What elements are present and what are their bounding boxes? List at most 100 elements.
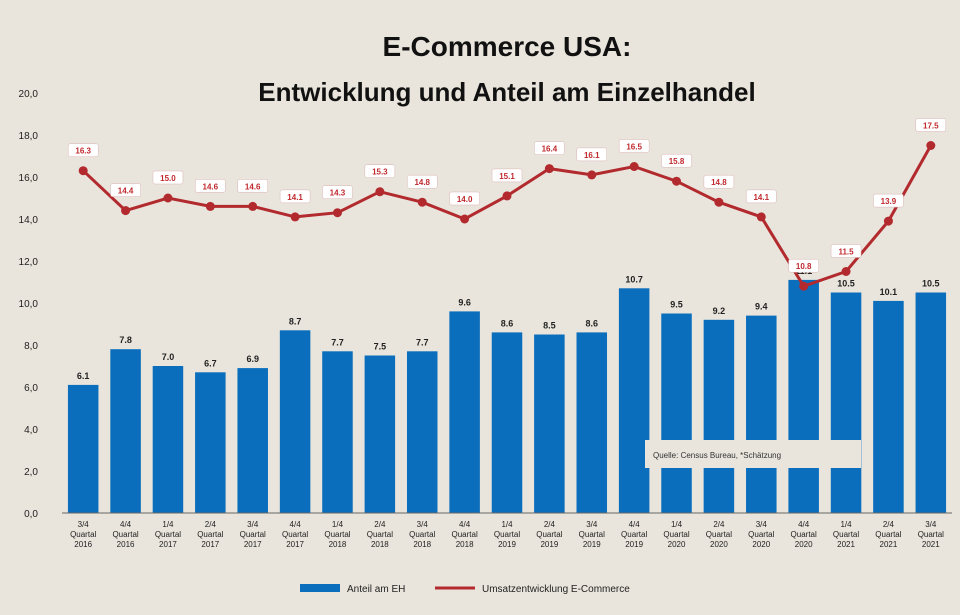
line-point: [163, 193, 173, 203]
line-point: [290, 212, 300, 222]
x-tick-line: Quartal: [621, 530, 647, 539]
x-tick-line: 2020: [668, 540, 686, 549]
bar: [322, 351, 353, 513]
bar-value-label: 8.5: [543, 321, 556, 331]
x-tick-label: 3/4 Quartal 2019: [579, 520, 605, 549]
x-tick-line: 4/4: [459, 520, 471, 529]
bar-value-label: 6.1: [77, 371, 90, 381]
x-tick-line: 2018: [456, 540, 474, 549]
bar: [449, 311, 480, 513]
x-tick-line: 4/4: [798, 520, 810, 529]
bar: [576, 332, 608, 513]
x-tick-line: Quartal: [409, 530, 435, 539]
bar-value-label: 7.0: [162, 352, 175, 362]
line-point: [714, 197, 724, 207]
x-tick-line: 2017: [244, 540, 262, 549]
bar-value-label: 9.5: [670, 300, 683, 310]
x-tick-label: 3/4 Quartal 2016: [70, 520, 96, 549]
x-tick-line: 2019: [540, 540, 558, 549]
line-point: [883, 216, 893, 226]
x-tick-line: 4/4: [629, 520, 641, 529]
x-tick-label: 1/4 Quartal 2020: [663, 520, 689, 549]
y-axis: 0,0 2,0 4,0 6,0 8,0 10,0 12,0 14,0 16,0 18,0 20,0: [19, 89, 39, 520]
x-tick-line: Quartal: [833, 530, 859, 539]
x-tick-label: 1/4 Quartal 2017: [155, 520, 181, 549]
line-label-box: [915, 118, 947, 132]
chart-title: E-Commerce USA:: [383, 31, 632, 62]
line-label-box: [406, 174, 438, 189]
bar: [406, 351, 438, 513]
x-tick-line: 1/4: [501, 520, 513, 529]
line-value-label: 14.1: [287, 193, 303, 202]
bar-value-label: 8.6: [501, 318, 514, 328]
x-tick-label: 4/4 Quartal 2020: [791, 520, 817, 549]
line-value-label: 15.0: [160, 174, 176, 183]
x-tick-line: 2019: [498, 540, 516, 549]
x-tick-line: Quartal: [494, 530, 520, 539]
line-label-box: [534, 141, 565, 155]
x-tick-label: 1/4 Quartal 2018: [324, 520, 350, 549]
x-tick-line: Quartal: [155, 530, 181, 539]
line-value-label: 14.8: [414, 178, 430, 187]
line-point: [417, 197, 427, 207]
line-point: [121, 206, 131, 216]
x-tick-line: 2/4: [713, 520, 725, 529]
line-point: [205, 201, 215, 211]
line-value-label: 16.3: [75, 147, 91, 156]
bar-value-label: 7.5: [374, 342, 387, 352]
x-tick-line: Quartal: [748, 530, 774, 539]
bar-value-label: 7.7: [331, 337, 344, 347]
line-value-label: 14.6: [245, 182, 261, 191]
line-point: [332, 208, 342, 218]
bar-value-label: 10.5: [837, 279, 855, 289]
legend-label-line: Umsatzentwicklung E-Commerce: [482, 584, 630, 595]
line-label-box: [364, 164, 396, 178]
bar: [746, 315, 777, 513]
x-tick-line: Quartal: [282, 530, 308, 539]
line-label-box: [322, 185, 353, 199]
bar: [364, 355, 396, 513]
bar: [279, 330, 311, 513]
x-tick-line: Quartal: [70, 530, 96, 539]
x-tick-line: Quartal: [875, 530, 901, 539]
line-label-box: [279, 189, 311, 204]
x-tick-line: 1/4: [671, 520, 683, 529]
x-tick-label: 2/4 Quartal 2018: [367, 520, 393, 549]
x-tick-label: 4/4 Quartal 2018: [452, 520, 478, 549]
bar-value-label: 9.4: [755, 302, 768, 312]
bar: [491, 332, 523, 513]
x-tick-line: 3/4: [78, 520, 90, 529]
x-tick-line: Quartal: [663, 530, 689, 539]
x-tick-label: 3/4 Quartal 2020: [748, 520, 774, 549]
x-tick-label: 4/4 Quartal 2019: [621, 520, 647, 549]
line-point: [248, 201, 258, 211]
x-tick-line: 2/4: [883, 520, 895, 529]
x-tick-line: 2/4: [205, 520, 217, 529]
x-tick-line: 4/4: [290, 520, 302, 529]
x-tick-line: 2017: [286, 540, 304, 549]
bar: [703, 319, 735, 513]
line-label-box: [67, 143, 99, 157]
line-point: [926, 141, 936, 150]
bar-value-label: 7.8: [119, 335, 132, 345]
bar-value-label: 10.5: [922, 279, 940, 289]
line-point: [799, 281, 809, 291]
line-label-box: [449, 191, 480, 206]
x-tick-line: Quartal: [197, 530, 223, 539]
chart-subtitle: Entwicklung und Anteil am Einzelhandel: [258, 77, 755, 107]
x-tick-line: 2016: [117, 540, 135, 549]
y-tick-label: 0,0: [24, 509, 38, 520]
line-series: 16.3 14.4 15.0 14.6 14.6 14.1 14.3 15.3 14.8 14.0…: [67, 118, 947, 291]
line-value-label: 16.1: [584, 151, 600, 160]
x-tick-line: 2019: [583, 540, 601, 549]
line-value-label: 10.8: [796, 262, 812, 271]
bar-value-label: 9.2: [713, 306, 726, 316]
line-value-label: 16.5: [626, 143, 642, 152]
line-value-label: 15.8: [669, 157, 685, 166]
line-label-box: [152, 170, 184, 185]
x-tick-line: 2/4: [544, 520, 556, 529]
y-tick-label: 10,0: [19, 299, 39, 310]
source-note-box: Quelle: Census Bureau, *Schätzung: [645, 440, 861, 468]
y-tick-label: 4,0: [24, 425, 38, 436]
